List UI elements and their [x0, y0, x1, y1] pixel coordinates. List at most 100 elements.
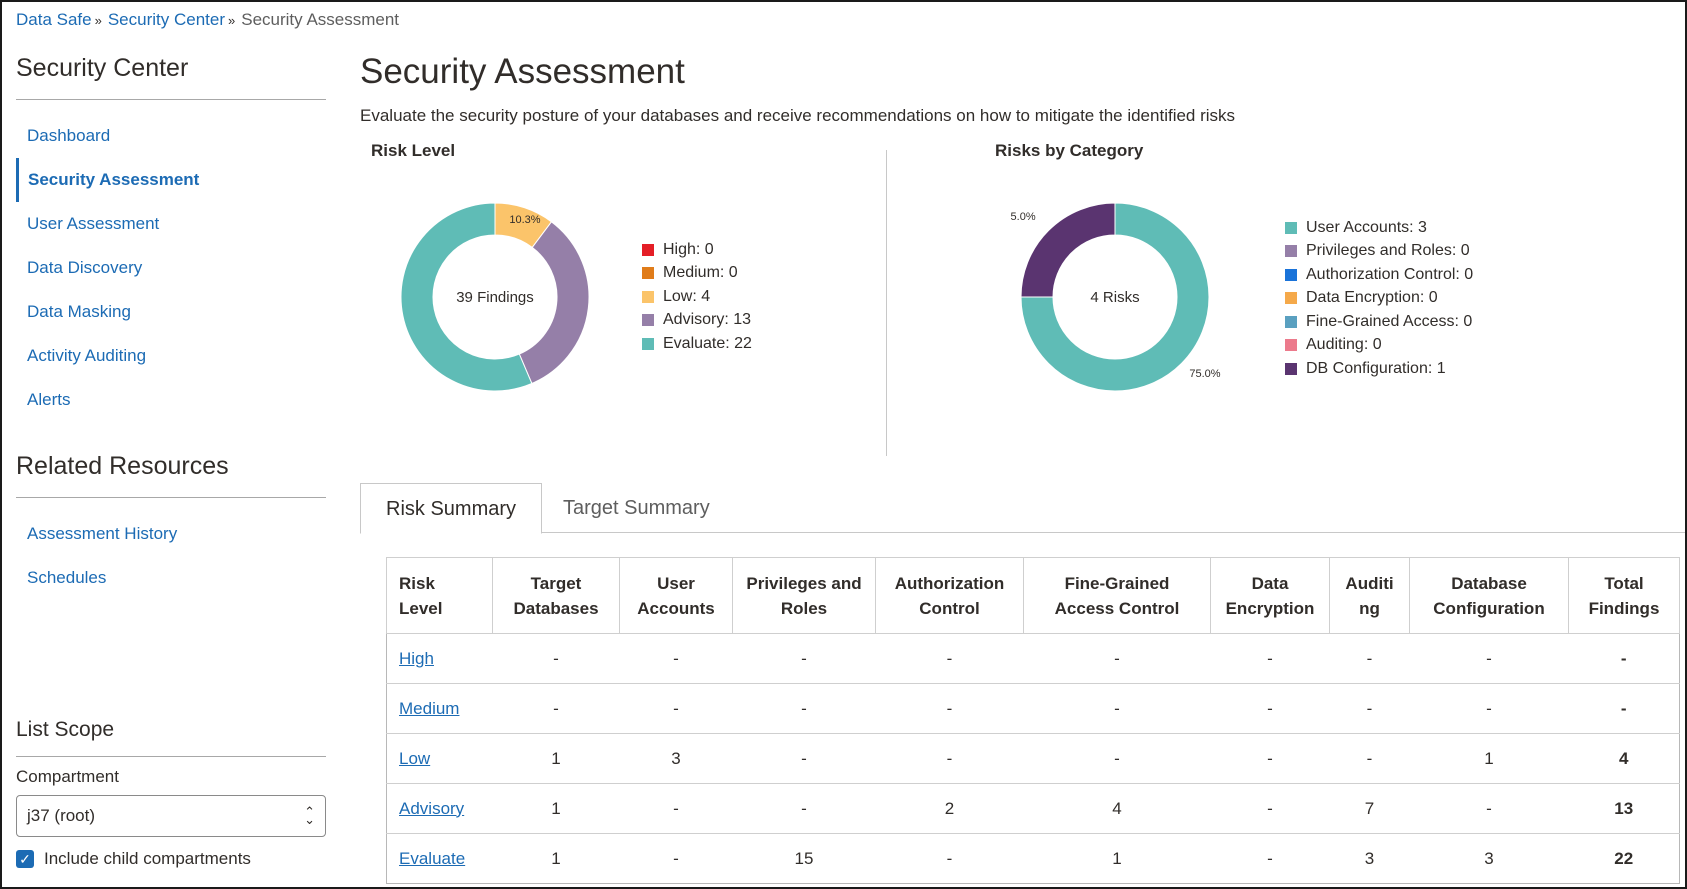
include-child-label: Include child compartments	[44, 849, 251, 868]
column-header[interactable]: Target Databases	[492, 557, 620, 634]
risk-level-link-evaluate[interactable]: Evaluate	[399, 848, 466, 868]
risk-level-link-medium[interactable]: Medium	[399, 698, 460, 718]
sidebar-item-alerts[interactable]: Alerts	[27, 390, 71, 409]
column-header[interactable]: Privileges and Roles	[732, 557, 876, 634]
column-header[interactable]: Risk Level	[386, 557, 493, 634]
legend-label: User Accounts: 3	[1306, 218, 1427, 236]
legend-label: Evaluate: 22	[663, 334, 752, 352]
donut-center-label: 39 Findings	[456, 289, 534, 306]
legend-label: Data Encryption: 0	[1306, 289, 1438, 307]
table-header-row: Risk Level Target Databases User Accounts Priv…	[386, 557, 1680, 634]
sidebar-item-data-discovery[interactable]: Data Discovery	[27, 258, 143, 277]
risk-level-link-low[interactable]: Low	[399, 748, 431, 768]
list-scope: List Scope Compartment j37 (root) ⌃ ⌄ ✓ I…	[16, 718, 326, 869]
legend-swatch	[642, 243, 654, 256]
legend-item-authorization-control[interactable]: Authorization Control: 0	[1285, 263, 1473, 287]
table-row: Low 1 3- - - - -1 4	[386, 733, 1680, 784]
risk-level-link-advisory[interactable]: Advisory	[399, 798, 465, 818]
legend-item-evaluate[interactable]: Evaluate: 22	[642, 332, 752, 356]
legend-item-medium[interactable]: Medium: 0	[642, 262, 752, 286]
donut-slice-advisory[interactable]	[518, 221, 590, 385]
table-row: High - - - - - - - - -	[386, 633, 1680, 684]
legend-item-advisory[interactable]: Advisory: 13	[642, 309, 752, 333]
table-row: Evaluate 1-15-1-3 3 22	[386, 833, 1680, 884]
table-cell: -	[1210, 833, 1330, 884]
donut-slice-user-accounts[interactable]	[1020, 202, 1210, 392]
legend-swatch	[642, 337, 654, 350]
table-cell: 1	[1409, 733, 1569, 784]
sidebar-item-schedules[interactable]: Schedules	[27, 568, 107, 587]
column-header[interactable]: Data Encryption	[1210, 557, 1330, 634]
risk-level-cell: Medium	[386, 683, 493, 734]
donut-percent-label: 10.3%	[509, 214, 540, 226]
breadcrumb-link-data-safe[interactable]: Data Safe	[16, 10, 92, 29]
sidebar-item-assessment-history[interactable]: Assessment History	[27, 524, 178, 543]
sidebar-item-user-assessment[interactable]: User Assessment	[27, 214, 160, 233]
legend-item-fine-grained-access[interactable]: Fine-Grained Access: 0	[1285, 310, 1473, 334]
table-cell: 3	[619, 733, 733, 784]
page-description: Evaluate the security posture of your da…	[360, 106, 1236, 125]
column-header[interactable]: Authorization Control	[875, 557, 1024, 634]
legend-swatch	[642, 314, 654, 327]
table-cell: -	[619, 783, 733, 834]
legend-swatch	[1285, 221, 1297, 234]
related-resources-nav: Assessment History Schedules	[16, 512, 326, 600]
risk-level-legend: High: 0 Medium: 0 Low: 4 Advisory: 13 Evalua…	[642, 238, 752, 356]
sidebar-item-dashboard[interactable]: Dashboard	[27, 126, 111, 145]
column-header[interactable]: Auditi ng	[1329, 557, 1410, 634]
tab-risk-summary[interactable]: Risk Summary	[360, 483, 543, 534]
table-row: Medium - - - - - - - - -	[386, 683, 1680, 734]
legend-item-low[interactable]: Low: 4	[642, 285, 752, 309]
sidebar-item-data-masking[interactable]: Data Masking	[27, 302, 131, 321]
donut-percent-label: 75.0%	[1189, 368, 1220, 380]
tab-target-summary[interactable]: Target Summary	[563, 497, 710, 519]
legend-swatch	[1285, 362, 1297, 375]
table-cell: 3	[1329, 833, 1410, 884]
summary-tabs: Risk Summary Target Summary	[360, 483, 1685, 534]
legend-label: Privileges and Roles: 0	[1306, 242, 1470, 260]
donut-center-label: 4 Risks	[1090, 289, 1139, 306]
table-cell: -	[1409, 783, 1569, 834]
table-cell: -	[619, 833, 733, 884]
legend-item-auditing[interactable]: Auditing: 0	[1285, 334, 1473, 358]
sidebar-item-security-assessment[interactable]: Security Assessment	[16, 158, 326, 202]
breadcrumb-link-security-center[interactable]: Security Center	[107, 10, 226, 29]
legend-item-high[interactable]: High: 0	[642, 238, 752, 262]
column-header[interactable]: Database Configuration	[1409, 557, 1569, 634]
legend-swatch	[642, 267, 654, 280]
legend-label: Advisory: 13	[663, 311, 752, 329]
table-cell: 2	[875, 783, 1024, 834]
legend-label: Medium: 0	[663, 264, 738, 282]
column-header[interactable]: User Accounts	[619, 557, 733, 634]
table-row: Advisory 1- -2 4-7-13	[386, 783, 1680, 834]
table-cell: -	[875, 633, 1024, 684]
table-cell: -	[1329, 733, 1410, 784]
legend-label: Auditing: 0	[1306, 336, 1382, 354]
breadcrumb: Data Safe» Security Center» Security Asses…	[16, 10, 399, 30]
sidebar-item-activity-auditing[interactable]: Activity Auditing	[27, 346, 147, 365]
legend-item-db-configuration[interactable]: DB Configuration: 1	[1285, 357, 1473, 381]
include-child-checkbox[interactable]: ✓	[16, 850, 34, 868]
column-header[interactable]: Total Findings	[1568, 557, 1680, 634]
legend-item-privileges-and-roles[interactable]: Privileges and Roles: 0	[1285, 240, 1473, 264]
table-cell: 15	[732, 833, 876, 884]
column-header[interactable]: Fine-Grained Access Control	[1023, 557, 1211, 634]
table-cell: -	[1210, 783, 1330, 834]
legend-label: High: 0	[663, 240, 714, 258]
compartment-select[interactable]: j37 (root) ⌃ ⌄	[16, 795, 326, 837]
legend-swatch	[1285, 339, 1297, 352]
donut-slice-db-configuration[interactable]	[1020, 202, 1116, 298]
breadcrumb-separator: »	[94, 13, 102, 28]
legend-item-data-encryption[interactable]: Data Encryption: 0	[1285, 287, 1473, 311]
risk-level-cell: Evaluate	[386, 833, 493, 884]
table-cell: -	[492, 633, 620, 684]
legend-item-user-accounts[interactable]: User Accounts: 3	[1285, 216, 1473, 240]
page-title: Security Assessment	[360, 52, 685, 91]
table-cell: -	[619, 683, 733, 734]
donut-slice-evaluate[interactable]	[400, 202, 533, 392]
legend-label: DB Configuration: 1	[1306, 359, 1446, 377]
risk-level-link-high[interactable]: High	[399, 648, 434, 668]
risk-summary-table: Risk Level Target Databases User Accounts Priv…	[386, 557, 1680, 884]
table-cell: 3	[1409, 833, 1569, 884]
table-cell: -	[732, 733, 876, 784]
